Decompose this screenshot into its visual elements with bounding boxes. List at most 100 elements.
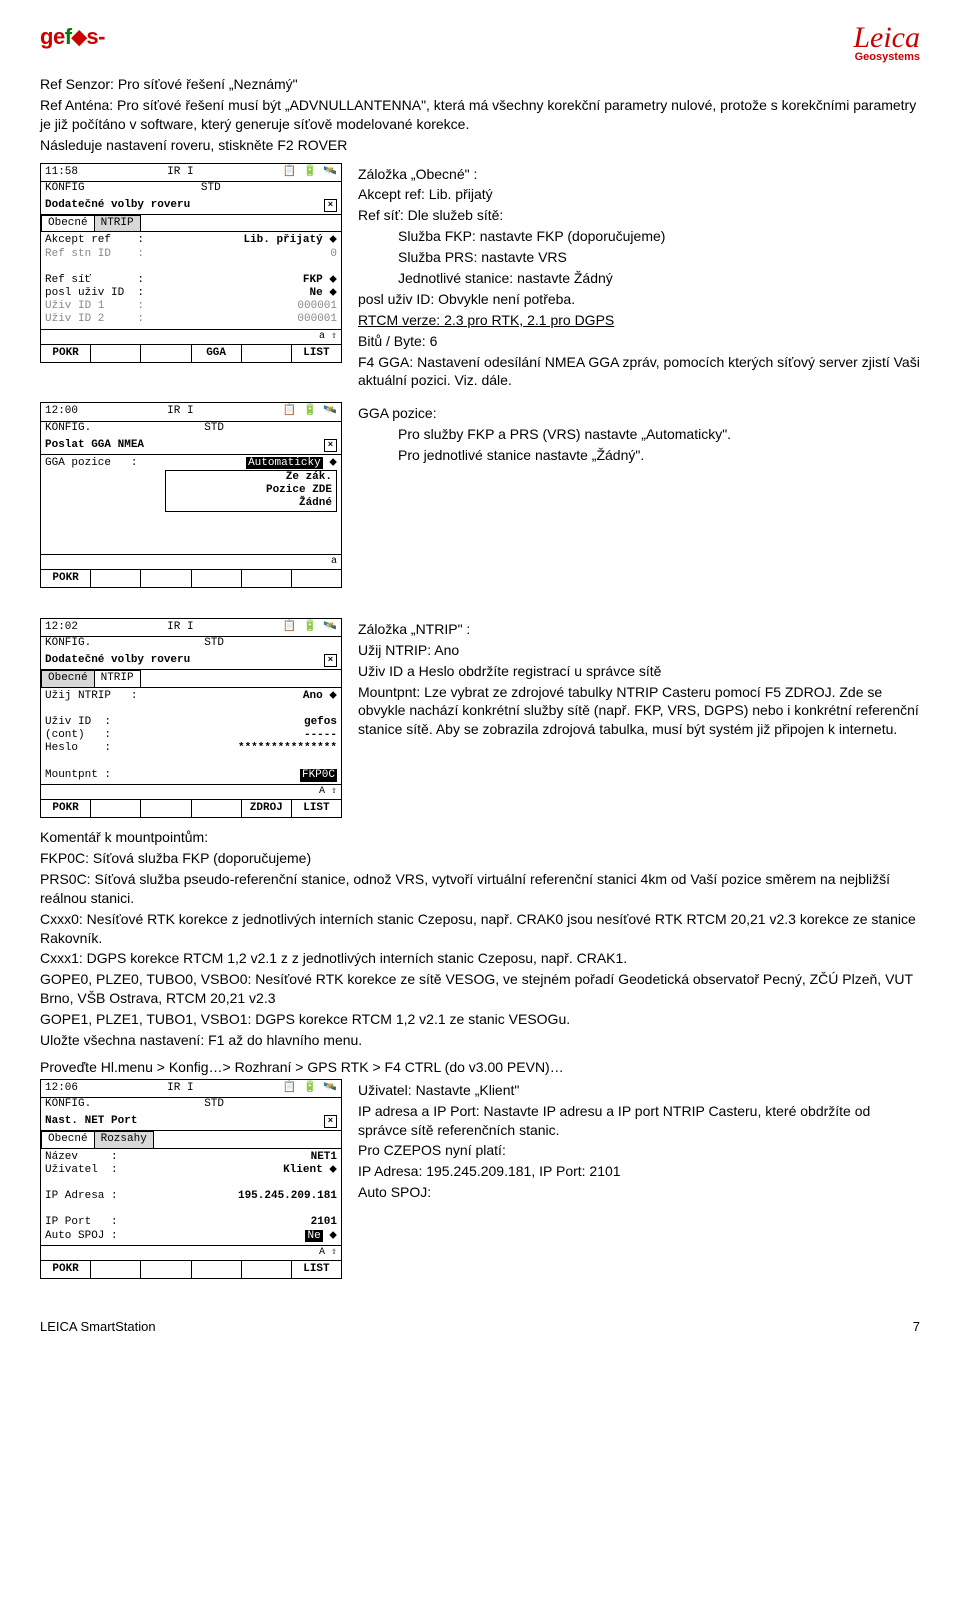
logo-part: ge bbox=[40, 24, 65, 49]
fkey-zdroj[interactable]: ZDROJ bbox=[242, 800, 292, 817]
scr-i: I bbox=[187, 166, 194, 178]
scr-field-value[interactable]: Ano bbox=[303, 690, 323, 702]
device-screenshot-1: 11:58 IR I 📋 🔋 🛰️ KONFIG STD Dodatečné v… bbox=[40, 163, 342, 363]
scr-tab-ntrip[interactable]: NTRIP bbox=[94, 215, 141, 231]
fkey[interactable] bbox=[91, 1261, 141, 1278]
body-text: Mountpnt: Lze vybrat ze zdrojové tabulky… bbox=[358, 683, 920, 740]
left-logo: gef⬥s- bbox=[40, 24, 105, 50]
scr-field-value[interactable]: Klient bbox=[283, 1164, 323, 1176]
scr-field-label: Název : bbox=[45, 1151, 118, 1164]
dropdown-icon[interactable]: ⬥ bbox=[329, 1164, 337, 1176]
leica-name: Leica bbox=[853, 24, 920, 51]
scr-prefix: KONFIG bbox=[45, 182, 85, 195]
close-icon[interactable]: × bbox=[324, 439, 337, 452]
body-text: F4 GGA: Nastavení odesílání NMEA GGA zpr… bbox=[358, 353, 920, 391]
scr-field-label: GGA pozice : bbox=[45, 457, 137, 470]
fkey[interactable] bbox=[292, 570, 341, 587]
scr-field-label: Auto SPOJ : bbox=[45, 1230, 118, 1243]
fkey[interactable] bbox=[141, 345, 191, 362]
scr-field-label: IP Adresa : bbox=[45, 1190, 118, 1203]
fkey[interactable] bbox=[91, 345, 141, 362]
scr-field-value[interactable]: Lib. přijatý bbox=[243, 234, 322, 246]
fkey-pokr[interactable]: POKR bbox=[41, 345, 91, 362]
fkey-pokr[interactable]: POKR bbox=[41, 1261, 91, 1278]
scr-field-value[interactable]: FKP0C bbox=[300, 769, 337, 782]
scr-i: I bbox=[187, 405, 194, 417]
scr-tab-ntrip[interactable]: NTRIP bbox=[94, 670, 141, 686]
scr-field-value[interactable]: Ne bbox=[305, 1230, 322, 1242]
scr-field-label: Uživ ID 1 : bbox=[45, 300, 144, 313]
dropdown-icon[interactable]: ⬥ bbox=[329, 1230, 337, 1242]
scr-field-label: IP Port : bbox=[45, 1216, 118, 1229]
scr-field-label: Užij NTRIP : bbox=[45, 690, 137, 703]
scr-field-value[interactable]: *************** bbox=[238, 742, 337, 754]
dropdown-icon[interactable]: ⬥ bbox=[329, 234, 337, 246]
fkey[interactable] bbox=[91, 800, 141, 817]
fkey-list[interactable]: LIST bbox=[292, 345, 341, 362]
scr-ir: IR bbox=[167, 166, 180, 178]
fkey-gga[interactable]: GGA bbox=[192, 345, 242, 362]
scr-field-value[interactable]: Automaticky bbox=[246, 457, 323, 469]
fkey[interactable] bbox=[91, 570, 141, 587]
dropdown-icon[interactable]: ⬥ bbox=[329, 690, 337, 702]
scr-time: 11:58 bbox=[45, 166, 78, 179]
dropdown-icon[interactable]: ⬥ bbox=[329, 457, 337, 469]
dropdown-icon[interactable]: ⬥ bbox=[329, 274, 337, 286]
fkey[interactable] bbox=[192, 800, 242, 817]
fkey[interactable] bbox=[192, 570, 242, 587]
scr-field-value[interactable]: Ne bbox=[309, 287, 322, 299]
fkey[interactable] bbox=[242, 345, 292, 362]
body-text: Uživ ID a Heslo obdržíte registrací u sp… bbox=[358, 662, 920, 681]
scr-field-value: 000001 bbox=[297, 300, 337, 313]
scr-field-value[interactable]: 2101 bbox=[311, 1216, 337, 1228]
body-text: FKP0C: Síťová služba FKP (doporučujeme) bbox=[40, 849, 920, 868]
scr-field-value[interactable]: gefos bbox=[304, 716, 337, 728]
body-text: Komentář k mountpointům: bbox=[40, 828, 920, 847]
scr-tab-obecne[interactable]: Obecné bbox=[41, 1131, 95, 1147]
close-icon[interactable]: × bbox=[324, 199, 337, 212]
intro-line: Ref Senzor: Pro síťové řešení „Neznámý" bbox=[40, 75, 920, 94]
fkey-pokr[interactable]: POKR bbox=[41, 800, 91, 817]
fkey[interactable] bbox=[141, 570, 191, 587]
scr-field-value[interactable]: NET1 bbox=[311, 1151, 337, 1163]
scr-field-value[interactable]: ----- bbox=[304, 729, 337, 741]
scr-field-label: Uživ ID : bbox=[45, 716, 111, 729]
dropdown-option[interactable]: Žádné bbox=[299, 497, 332, 510]
fkey-list[interactable]: LIST bbox=[292, 800, 341, 817]
fkey[interactable] bbox=[141, 800, 191, 817]
close-icon[interactable]: × bbox=[324, 1115, 337, 1128]
device-screenshot-3: 12:02 IR I 📋 🔋 🛰️ KONFIG. STD Dodatečné … bbox=[40, 618, 342, 818]
scr-field-value[interactable]: FKP bbox=[303, 274, 323, 286]
scr-tab-obecne[interactable]: Obecné bbox=[41, 215, 95, 231]
body-text: Auto SPOJ: bbox=[358, 1183, 920, 1202]
scr-time: 12:00 bbox=[45, 405, 78, 418]
scr-field-label: posl uživ ID : bbox=[45, 287, 144, 300]
body-text: Pro jednotlivé stanice nastavte „Žádný". bbox=[358, 446, 920, 465]
dropdown-icon[interactable]: ⬥ bbox=[329, 287, 337, 299]
fkey[interactable] bbox=[192, 1261, 242, 1278]
dropdown-option[interactable]: Ze zák. bbox=[286, 471, 332, 484]
body-text: Záložka „Obecné" : bbox=[358, 165, 920, 184]
body-text: Pro služby FKP a PRS (VRS) nastavte „Aut… bbox=[358, 425, 920, 444]
body-text: Uložte všechna nastavení: F1 až do hlavn… bbox=[40, 1031, 920, 1050]
fkey-list[interactable]: LIST bbox=[292, 1261, 341, 1278]
close-icon[interactable]: × bbox=[324, 654, 337, 667]
leica-sub: Geosystems bbox=[853, 51, 920, 63]
logo-part: f bbox=[65, 24, 72, 49]
footer-title: LEICA SmartStation bbox=[40, 1319, 156, 1334]
scr-field-label: Akcept ref : bbox=[45, 234, 144, 247]
scr-title: Poslat GGA NMEA bbox=[45, 439, 144, 452]
scr-tab-rozsahy[interactable]: Rozsahy bbox=[94, 1131, 154, 1147]
scr-ir: IR bbox=[167, 405, 180, 417]
scr-time: 12:06 bbox=[45, 1082, 78, 1095]
fkey-pokr[interactable]: POKR bbox=[41, 570, 91, 587]
fkey[interactable] bbox=[141, 1261, 191, 1278]
fkey[interactable] bbox=[242, 1261, 292, 1278]
scr-field-value[interactable]: 195.245.209.181 bbox=[238, 1190, 337, 1202]
scr-ir: IR bbox=[167, 621, 180, 633]
scr-tab-obecne[interactable]: Obecné bbox=[41, 670, 95, 686]
dropdown-option[interactable]: Pozice ZDE bbox=[266, 484, 332, 497]
body-text: RTCM verze: 2.3 pro RTK, 2.1 pro DGPS bbox=[358, 312, 614, 328]
fkey[interactable] bbox=[242, 570, 292, 587]
scr-std: STD bbox=[204, 1098, 224, 1111]
